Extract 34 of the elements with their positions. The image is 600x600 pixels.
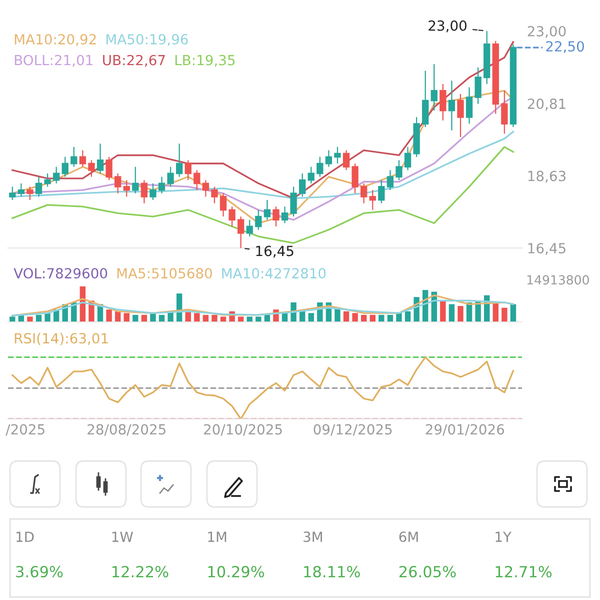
text: MA10:4272810 <box>222 268 326 279</box>
category-label: 3M <box>304 532 322 542</box>
x-tick-label: /2025 <box>6 424 44 436</box>
annotation: 16,45 <box>256 246 294 258</box>
text: 14913800 <box>527 275 589 285</box>
text: UB:22,67 <box>103 54 165 67</box>
text: 10.29% <box>208 566 264 578</box>
text: RSI(14):63,01 <box>14 332 108 346</box>
category-label: 6M <box>399 532 418 542</box>
text: LB:19,35 <box>175 54 235 67</box>
annotation: 23,00 <box>428 20 466 32</box>
text: 12.71% <box>496 566 552 578</box>
y-tick-label: 20,81 <box>528 98 566 110</box>
text: 3.69% <box>16 566 63 578</box>
y-tick-label: 16,45 <box>528 242 566 255</box>
text: 12.22% <box>112 566 168 578</box>
x-tick-label: 09/12/2025 <box>314 424 392 436</box>
text: MA50:19,96 <box>106 34 188 46</box>
x-tick-label: 29/01/2026 <box>426 424 504 436</box>
text: 18.11% <box>304 566 360 578</box>
category-label: 1W <box>112 532 133 542</box>
y-tick-label: 23,00 <box>528 26 566 38</box>
text: MA10:20,92 <box>14 34 96 46</box>
series-label: VOL:7829600 <box>14 268 108 279</box>
x-tick-label: 20/10/2025 <box>204 424 282 436</box>
text: 26.05% <box>399 566 456 578</box>
category-label: 1D <box>16 532 34 542</box>
text: BOLL:21,01 <box>14 54 92 67</box>
x-tick-label: 28/08/2025 <box>88 424 166 436</box>
ref-line-label: 22,50 <box>546 41 584 54</box>
y-tick-label: 18,63 <box>528 170 566 183</box>
text: MA5:5105680 <box>117 268 212 279</box>
category-label: 1Y <box>496 532 512 542</box>
category-label: 1M <box>208 532 226 542</box>
